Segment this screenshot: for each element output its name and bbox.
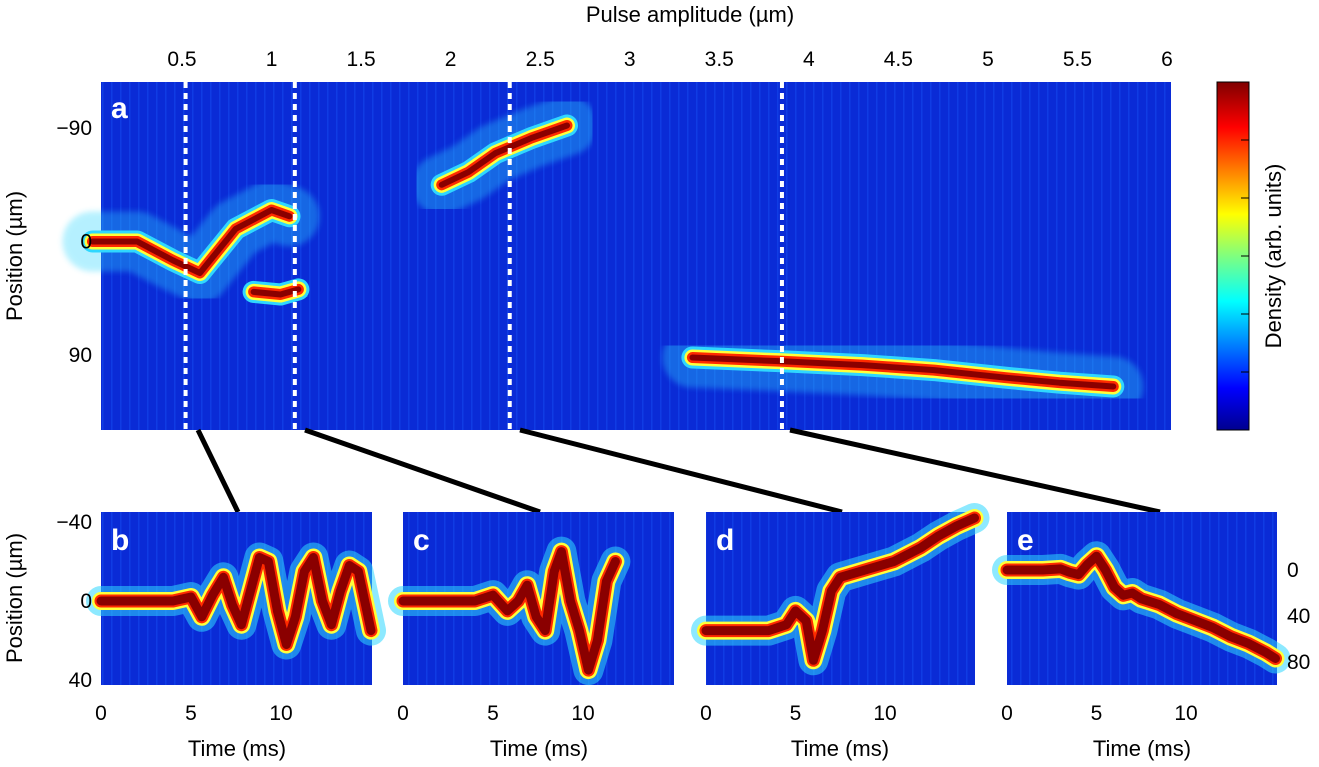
panel-a-y-tick-label: 0 xyxy=(80,231,92,254)
ridge-split-lower xyxy=(250,286,302,298)
panel-b-x-tick-label: 0 xyxy=(95,702,107,725)
connector-e xyxy=(789,427,1161,515)
panel-c-x-tick-label: 5 xyxy=(487,702,499,725)
panel-b-x-tick-label: 10 xyxy=(269,702,292,725)
panel-c-trace xyxy=(388,536,631,686)
panel-a-dashed-markers xyxy=(183,82,784,430)
panel-c-trace xyxy=(398,547,620,675)
panel-d-x-tick-label: 10 xyxy=(873,702,896,725)
zoom-connectors xyxy=(195,427,1161,515)
panel-e-y-tick-label: 80 xyxy=(1287,651,1310,674)
panel-a-x-tick-label: 2 xyxy=(445,48,457,71)
panel-c-letter: c xyxy=(413,524,430,557)
panel-c-x-tick-label: 10 xyxy=(571,702,594,725)
panel-d: d 0 5 10 Time (ms) xyxy=(691,503,990,761)
panel-e-x-label: Time (ms) xyxy=(1093,736,1191,761)
panel-b-y-label: Position (µm) xyxy=(2,533,27,663)
panel-d-x-tick-label: 5 xyxy=(790,702,802,725)
colorbar-label: Density (arb. units) xyxy=(1261,164,1286,349)
panel-b-x-ticks: 0 5 10 xyxy=(95,702,293,725)
colorbar: Density (arb. units) xyxy=(1216,81,1286,431)
panel-b-y-tick-label: 0 xyxy=(80,590,92,613)
panel-d-trace xyxy=(691,503,990,676)
panel-a-x-tick-label: 3 xyxy=(624,48,636,71)
panel-e-y-tick-label: 40 xyxy=(1287,605,1310,628)
panel-e-x-tick-label: 0 xyxy=(1001,702,1013,725)
connector-c xyxy=(304,427,541,515)
panel-a-x-tick-label: 4 xyxy=(803,48,815,71)
panel-e-y-tick-label: 0 xyxy=(1287,559,1299,582)
panel-a-x-tick-label: 6 xyxy=(1161,48,1173,71)
panel-c-x-label: Time (ms) xyxy=(490,736,588,761)
panel-a-x-tick-label: 1.5 xyxy=(346,48,375,71)
panel-b-trace xyxy=(86,542,386,660)
panel-c-x-tick-label: 0 xyxy=(397,702,409,725)
panel-b-y-ticks: −40 0 40 xyxy=(56,511,92,692)
connector-d xyxy=(519,427,843,515)
panel-c-x-ticks: 0 5 10 xyxy=(397,702,595,725)
panel-b-x-tick-label: 5 xyxy=(185,702,197,725)
panel-e-x-ticks: 0 5 10 xyxy=(1001,702,1198,725)
panel-a-x-tick-label: 1 xyxy=(266,48,278,71)
panel-d-letter: d xyxy=(716,524,734,557)
panel-e-y-ticks-right: 0 40 80 xyxy=(1287,559,1310,674)
panel-e-x-tick-label: 5 xyxy=(1091,702,1103,725)
panel-e: e 0 5 10 0 40 80 Time (ms) xyxy=(992,512,1310,761)
panel-d-x-label: Time (ms) xyxy=(791,736,889,761)
panel-b-x-label: Time (ms) xyxy=(188,736,286,761)
panel-a-y-label: Position (µm) xyxy=(2,191,27,321)
panel-a-x-tick-label: 5 xyxy=(982,48,994,71)
panel-e-trace xyxy=(1002,551,1280,663)
panel-b-y-tick-label: −40 xyxy=(56,511,92,534)
panel-a: a Pulse amplitude (µm) 0.5 1 1.5 2 2.5 3 3.5 4 4… xyxy=(2,2,1173,430)
ridge-low-amplitude xyxy=(89,207,293,276)
panel-a-letter: a xyxy=(111,92,128,125)
panel-a-x-tick-label: 0.5 xyxy=(167,48,196,71)
panel-a-x-tick-label: 3.5 xyxy=(705,48,734,71)
panel-b-letter: b xyxy=(111,524,129,557)
panel-a-y-tick-label: −90 xyxy=(56,117,92,140)
panel-a-x-tick-label: 4.5 xyxy=(884,48,913,71)
panel-b-y-tick-label: 40 xyxy=(69,669,92,692)
panel-d-x-ticks: 0 5 10 xyxy=(700,702,897,725)
connector-b xyxy=(195,428,241,514)
panel-a-y-ticks: −90 0 90 xyxy=(56,117,92,367)
panel-e-trace xyxy=(992,541,1291,674)
panel-e-x-tick-label: 10 xyxy=(1174,702,1197,725)
panel-a-x-tick-label: 2.5 xyxy=(526,48,555,71)
panel-a-x-ticks: 0.5 1 1.5 2 2.5 3 3.5 4 4.5 5 5.5 6 xyxy=(167,48,1172,71)
panel-d-x-tick-label: 0 xyxy=(700,702,712,725)
ridge-mid-amplitude xyxy=(438,122,570,188)
panel-e-letter: e xyxy=(1017,524,1034,557)
panel-c: c 0 5 10 Time (ms) xyxy=(388,512,674,761)
panel-a-y-tick-label: 90 xyxy=(69,344,92,367)
panel-d-trace xyxy=(701,513,979,665)
panel-b-trace xyxy=(96,553,376,649)
panel-a-title: Pulse amplitude (µm) xyxy=(586,2,794,27)
panel-a-x-tick-label: 5.5 xyxy=(1063,48,1092,71)
colorbar-ticks xyxy=(1241,139,1249,373)
